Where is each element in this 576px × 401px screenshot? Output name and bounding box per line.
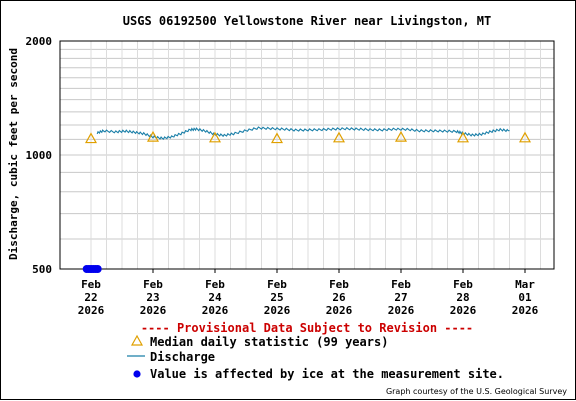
median-marker [270, 132, 284, 144]
x-tick-month: Feb [81, 278, 101, 291]
x-tick-year: 2026 [512, 304, 539, 317]
y-tick-label: 500 [32, 263, 52, 276]
x-tick-day: 26 [332, 291, 346, 304]
legend-ice-marker [133, 370, 141, 378]
x-tick-day: 28 [456, 291, 469, 304]
x-tick-month: Feb [143, 278, 163, 291]
x-tick-year: 2026 [202, 304, 229, 317]
x-tick-month: Feb [205, 278, 225, 291]
chart-title: USGS 06192500 Yellowstone River near Liv… [123, 14, 491, 28]
discharge-line [96, 126, 510, 140]
legend: Median daily statistic (99 years) Discha… [127, 334, 504, 381]
median-marker [332, 131, 346, 143]
graph-credit: Graph courtesy of the U.S. Geological Su… [386, 387, 567, 396]
x-tick-day: 22 [84, 291, 97, 304]
x-tick-year: 2026 [78, 304, 105, 317]
median-marker [394, 130, 408, 142]
median-marker [84, 132, 98, 144]
y-axis-label: Discharge, cubic feet per second [7, 48, 20, 260]
data-series [82, 126, 532, 273]
x-tick-day: 25 [270, 291, 283, 304]
median-marker [208, 131, 222, 143]
x-tick-day: 23 [146, 291, 159, 304]
median-marker [518, 131, 532, 143]
x-tick-year: 2026 [264, 304, 291, 317]
legend-median-marker [130, 334, 144, 346]
legend-median-label: Median daily statistic (99 years) [150, 335, 388, 349]
x-tick-month: Feb [267, 278, 287, 291]
legend-ice-label: Value is affected by ice at the measurem… [150, 367, 504, 381]
y-axis-ticks: 500 1000 2000 [26, 35, 53, 276]
x-tick-day: 27 [394, 291, 407, 304]
x-tick-month: Feb [391, 278, 411, 291]
median-marker [456, 131, 470, 143]
ice-marker [93, 265, 102, 273]
x-tick-month: Feb [453, 278, 473, 291]
x-tick-year: 2026 [388, 304, 415, 317]
x-tick-year: 2026 [450, 304, 477, 317]
y-tick-label: 1000 [26, 149, 53, 162]
x-tick-day: 01 [518, 291, 532, 304]
x-tick-month: Mar [515, 278, 535, 291]
x-tick-year: 2026 [140, 304, 167, 317]
provisional-notice: ---- Provisional Data Subject to Revisio… [141, 321, 473, 335]
x-tick-year: 2026 [326, 304, 353, 317]
plot-area-border [59, 40, 555, 270]
legend-discharge-label: Discharge [150, 350, 215, 364]
x-axis-ticks: Feb222026Feb232026Feb242026Feb252026Feb2… [78, 269, 539, 317]
grid-lines [60, 41, 554, 269]
median-marker [146, 130, 160, 142]
y-tick-label: 2000 [26, 35, 53, 48]
x-tick-month: Feb [329, 278, 349, 291]
x-tick-day: 24 [208, 291, 222, 304]
